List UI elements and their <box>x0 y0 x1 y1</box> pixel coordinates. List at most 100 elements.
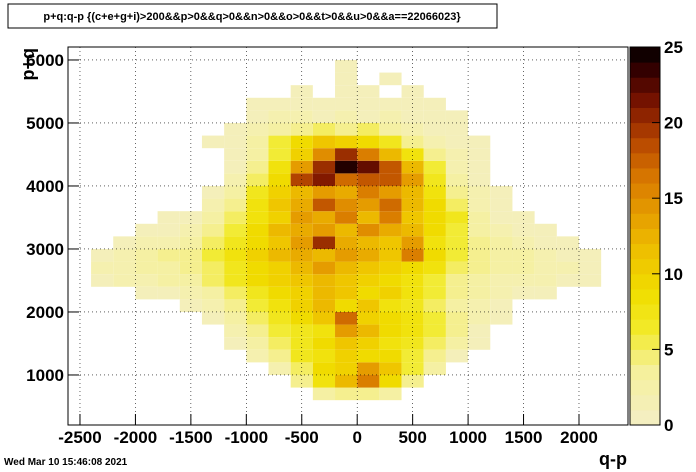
cell <box>423 110 446 123</box>
cell <box>268 337 291 350</box>
color-band <box>630 304 660 320</box>
cell <box>357 110 380 123</box>
cell <box>335 374 358 388</box>
cell <box>246 97 269 111</box>
cell <box>423 349 446 363</box>
cell <box>312 311 336 325</box>
cell <box>357 324 380 338</box>
cell <box>401 362 424 375</box>
cell <box>224 122 247 136</box>
cell <box>312 97 336 111</box>
cell <box>312 387 336 401</box>
timestamp: Wed Mar 10 15:46:08 2021 <box>4 457 128 468</box>
cell <box>224 173 247 186</box>
cell <box>401 110 424 123</box>
cell <box>401 97 424 111</box>
cell <box>423 311 446 325</box>
cell <box>335 311 358 325</box>
color-band <box>630 122 660 139</box>
x-tick-label: 1500 <box>505 428 543 447</box>
cell <box>445 160 469 174</box>
cell <box>201 248 225 262</box>
cell <box>357 274 380 287</box>
cell <box>379 387 402 401</box>
cell <box>312 135 336 149</box>
cell <box>312 349 336 363</box>
cell <box>423 122 446 136</box>
cell <box>268 286 291 300</box>
cell <box>445 299 469 312</box>
cell <box>246 223 269 237</box>
cell <box>335 211 358 224</box>
cell <box>312 148 336 161</box>
cell <box>201 274 225 287</box>
cell <box>445 110 469 123</box>
cell <box>224 261 247 275</box>
color-band <box>630 273 660 290</box>
cell <box>423 248 446 262</box>
cell <box>290 236 313 249</box>
cell <box>335 148 358 161</box>
cell <box>379 337 402 350</box>
cell <box>335 185 358 199</box>
cell <box>224 236 247 249</box>
cell <box>290 274 313 287</box>
cell <box>357 349 380 363</box>
cell <box>135 274 158 287</box>
cell <box>290 97 313 111</box>
cell <box>268 173 291 186</box>
cell <box>468 261 491 275</box>
x-tick-label: -2500 <box>58 428 101 447</box>
cell <box>379 122 402 136</box>
cell <box>490 286 513 300</box>
cell <box>423 337 446 350</box>
cell <box>246 198 269 212</box>
cell <box>290 311 313 325</box>
cell <box>357 248 380 262</box>
cell <box>335 324 358 338</box>
cell <box>335 198 358 212</box>
cell <box>401 122 424 136</box>
color-band <box>630 349 660 366</box>
cell <box>312 198 336 212</box>
color-band <box>630 409 660 426</box>
x-tick-label: -1000 <box>225 428 268 447</box>
cell <box>490 223 513 237</box>
cell <box>312 236 336 249</box>
cell <box>290 185 313 199</box>
cell <box>512 223 535 237</box>
cell <box>468 299 491 312</box>
cell <box>445 337 469 350</box>
cell <box>224 198 247 212</box>
z-tick-label: 15 <box>664 189 683 208</box>
color-band <box>630 198 660 214</box>
cell <box>290 198 313 212</box>
y-tick-label: 6000 <box>26 51 64 70</box>
cell <box>445 349 469 363</box>
cell <box>224 299 247 312</box>
cell <box>268 324 291 338</box>
color-band <box>630 288 660 305</box>
cell <box>335 72 358 86</box>
cell <box>113 261 136 275</box>
cell <box>312 223 336 237</box>
cell <box>335 160 358 174</box>
y-tick-label: 1000 <box>26 366 64 385</box>
cell <box>312 337 336 350</box>
cell <box>445 236 469 249</box>
cell <box>379 72 402 86</box>
color-band <box>630 152 660 169</box>
cell <box>401 135 424 149</box>
cell <box>401 311 424 325</box>
frame <box>67 46 629 426</box>
cell <box>445 311 469 325</box>
cell <box>379 299 402 312</box>
cell <box>268 248 291 262</box>
cell <box>246 299 269 312</box>
cell <box>423 261 446 275</box>
cell <box>201 261 225 275</box>
cell <box>468 160 491 174</box>
x-tick-label: -1500 <box>169 428 212 447</box>
cell <box>135 286 158 300</box>
cell <box>312 160 336 174</box>
